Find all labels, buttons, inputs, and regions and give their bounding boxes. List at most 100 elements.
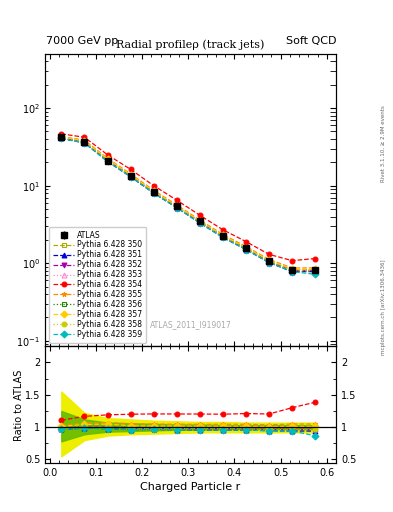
- Pythia 6.428 357: [220, 232, 225, 239]
- Pythia 6.428 357: [313, 266, 318, 272]
- Pythia 6.428 351: [197, 220, 202, 226]
- Pythia 6.428 359: [290, 268, 294, 274]
- Pythia 6.428 353: [267, 258, 272, 264]
- Pythia 6.428 356: [151, 189, 156, 196]
- Pythia 6.428 359: [128, 174, 133, 180]
- Pythia 6.428 356: [82, 139, 87, 145]
- Pythia 6.428 353: [313, 267, 318, 273]
- Pythia 6.428 359: [59, 135, 64, 141]
- Line: Pythia 6.428 355: Pythia 6.428 355: [59, 134, 318, 270]
- Pythia 6.428 356: [59, 135, 64, 141]
- Pythia 6.428 356: [244, 245, 248, 251]
- Pythia 6.428 354: [313, 255, 318, 262]
- Pythia 6.428 351: [82, 140, 87, 146]
- Pythia 6.428 352: [267, 259, 272, 265]
- Pythia 6.428 352: [82, 139, 87, 145]
- Pythia 6.428 353: [105, 157, 110, 163]
- Pythia 6.428 353: [151, 189, 156, 196]
- Pythia 6.428 358: [267, 259, 272, 265]
- Line: Pythia 6.428 351: Pythia 6.428 351: [59, 136, 318, 274]
- Line: Pythia 6.428 354: Pythia 6.428 354: [59, 132, 318, 263]
- Line: Pythia 6.428 357: Pythia 6.428 357: [59, 135, 318, 271]
- Text: ATLAS_2011_I919017: ATLAS_2011_I919017: [150, 320, 231, 329]
- Pythia 6.428 356: [267, 258, 272, 264]
- Pythia 6.428 352: [128, 173, 133, 179]
- Pythia 6.428 357: [59, 134, 64, 140]
- Pythia 6.428 354: [128, 166, 133, 173]
- Pythia 6.428 359: [220, 234, 225, 241]
- Pythia 6.428 352: [151, 189, 156, 196]
- Pythia 6.428 359: [267, 260, 272, 266]
- Pythia 6.428 350: [105, 157, 110, 163]
- Pythia 6.428 353: [197, 219, 202, 225]
- Pythia 6.428 350: [174, 203, 179, 209]
- Pythia 6.428 352: [197, 219, 202, 225]
- Pythia 6.428 351: [174, 205, 179, 211]
- Pythia 6.428 358: [220, 233, 225, 240]
- Pythia 6.428 359: [197, 220, 202, 226]
- Pythia 6.428 351: [59, 135, 64, 141]
- Pythia 6.428 350: [267, 258, 272, 264]
- Pythia 6.428 358: [82, 139, 87, 145]
- Pythia 6.428 357: [174, 203, 179, 209]
- Text: Rivet 3.1.10, ≥ 2.9M events: Rivet 3.1.10, ≥ 2.9M events: [381, 105, 386, 182]
- Pythia 6.428 355: [128, 170, 133, 177]
- Pythia 6.428 355: [151, 187, 156, 194]
- Pythia 6.428 355: [105, 155, 110, 161]
- Pythia 6.428 354: [290, 258, 294, 264]
- Pythia 6.428 354: [82, 134, 87, 140]
- Pythia 6.428 352: [313, 268, 318, 274]
- Pythia 6.428 350: [313, 266, 318, 272]
- Pythia 6.428 353: [82, 139, 87, 145]
- Pythia 6.428 352: [105, 158, 110, 164]
- Pythia 6.428 353: [220, 233, 225, 240]
- Pythia 6.428 357: [151, 188, 156, 195]
- Pythia 6.428 351: [151, 190, 156, 196]
- Pythia 6.428 359: [174, 205, 179, 211]
- Pythia 6.428 350: [290, 266, 294, 272]
- Legend: ATLAS, Pythia 6.428 350, Pythia 6.428 351, Pythia 6.428 352, Pythia 6.428 353, P: ATLAS, Pythia 6.428 350, Pythia 6.428 35…: [49, 227, 146, 343]
- Pythia 6.428 351: [220, 234, 225, 241]
- Pythia 6.428 359: [313, 271, 318, 278]
- Pythia 6.428 358: [313, 268, 318, 274]
- Pythia 6.428 354: [220, 227, 225, 233]
- Pythia 6.428 359: [82, 140, 87, 146]
- Pythia 6.428 355: [220, 231, 225, 238]
- Pythia 6.428 356: [313, 267, 318, 273]
- Pythia 6.428 351: [313, 268, 318, 274]
- Pythia 6.428 358: [105, 158, 110, 164]
- Pythia 6.428 354: [151, 183, 156, 189]
- Pythia 6.428 359: [151, 190, 156, 196]
- Pythia 6.428 350: [82, 139, 87, 145]
- Pythia 6.428 352: [220, 233, 225, 240]
- Pythia 6.428 355: [313, 265, 318, 271]
- Pythia 6.428 354: [267, 251, 272, 258]
- Title: Radial profileρ (track jets): Radial profileρ (track jets): [116, 39, 265, 50]
- Pythia 6.428 355: [197, 217, 202, 223]
- Line: Pythia 6.428 356: Pythia 6.428 356: [59, 135, 318, 273]
- Pythia 6.428 356: [290, 267, 294, 273]
- Pythia 6.428 353: [174, 204, 179, 210]
- Pythia 6.428 350: [244, 245, 248, 251]
- Pythia 6.428 356: [105, 157, 110, 163]
- Pythia 6.428 357: [290, 266, 294, 272]
- Pythia 6.428 357: [105, 156, 110, 162]
- X-axis label: Charged Particle r: Charged Particle r: [140, 482, 241, 493]
- Text: mcplots.cern.ch [arXiv:1306.3436]: mcplots.cern.ch [arXiv:1306.3436]: [381, 260, 386, 355]
- Line: Pythia 6.428 359: Pythia 6.428 359: [59, 136, 318, 277]
- Pythia 6.428 350: [220, 233, 225, 239]
- Pythia 6.428 359: [105, 158, 110, 164]
- Pythia 6.428 359: [244, 246, 248, 252]
- Pythia 6.428 352: [290, 268, 294, 274]
- Pythia 6.428 357: [82, 138, 87, 144]
- Pythia 6.428 354: [244, 239, 248, 245]
- Pythia 6.428 351: [244, 246, 248, 252]
- Pythia 6.428 358: [59, 135, 64, 141]
- Line: Pythia 6.428 350: Pythia 6.428 350: [59, 135, 318, 272]
- Pythia 6.428 354: [197, 212, 202, 218]
- Pythia 6.428 350: [59, 134, 64, 140]
- Pythia 6.428 358: [174, 204, 179, 210]
- Pythia 6.428 358: [290, 268, 294, 274]
- Pythia 6.428 358: [151, 189, 156, 196]
- Pythia 6.428 357: [267, 257, 272, 263]
